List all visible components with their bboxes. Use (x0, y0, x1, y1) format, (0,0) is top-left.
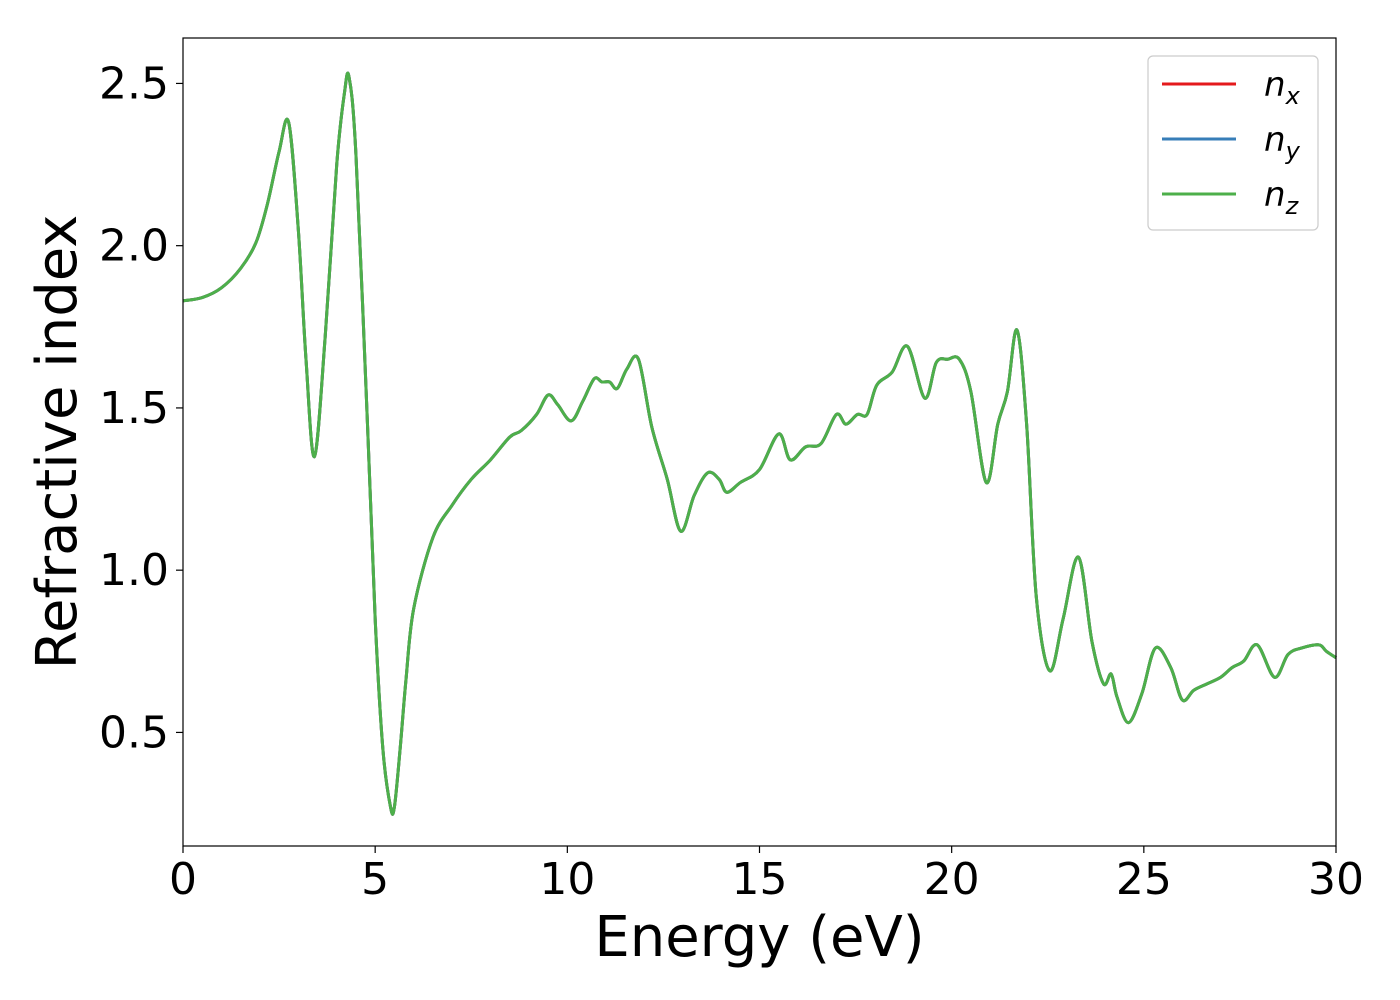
series-line-nz (182, 71, 1337, 816)
x-tick-label: 20 (924, 854, 980, 905)
y-tick-label: 1.0 (99, 545, 169, 596)
legend-label-ny: ny (1264, 120, 1301, 165)
legend-label-nx: nx (1264, 65, 1301, 110)
x-tick-label: 30 (1308, 854, 1364, 905)
x-tick-label: 5 (361, 854, 389, 905)
x-tick-label: 0 (169, 854, 197, 905)
x-tick-label: 15 (732, 854, 788, 905)
x-axis-title: Energy (eV) (594, 905, 924, 970)
y-tick-label: 1.5 (99, 383, 169, 434)
legend-label-nz: nz (1264, 175, 1300, 220)
y-tick-label: 2.5 (99, 58, 169, 109)
series-layer (182, 71, 1337, 816)
legend-box (1147, 55, 1319, 231)
y-axis-title: Refractive index (25, 215, 90, 670)
y-axis-ticks: 0.5 1.0 1.5 2.0 2.5 (99, 58, 183, 758)
y-tick-label: 0.5 (99, 707, 169, 758)
x-axis-ticks: 0 5 10 15 20 25 30 (169, 846, 1364, 905)
legend: nx ny nz (1147, 55, 1319, 231)
x-tick-label: 10 (539, 854, 595, 905)
y-tick-label: 2.0 (99, 221, 169, 272)
x-tick-label: 25 (1116, 854, 1172, 905)
